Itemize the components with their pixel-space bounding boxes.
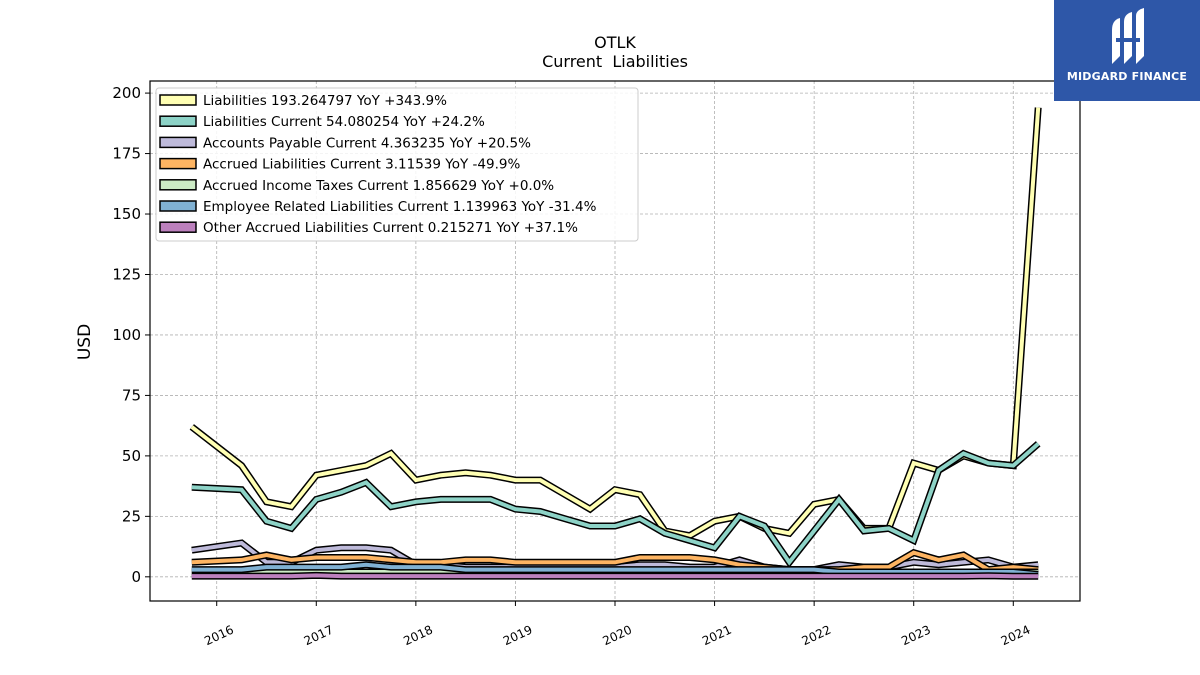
legend-label: Employee Related Liabilities Current 1.1… (203, 199, 597, 215)
series-line (190, 107, 1041, 538)
legend-label: Liabilities Current 54.080254 YoY +24.2% (203, 114, 485, 130)
x-tick-label: 2019 (501, 623, 535, 649)
x-tick-label: 2020 (601, 623, 635, 649)
legend: Liabilities 193.264797 YoY +343.9% Liabil… (155, 87, 639, 242)
brand-logo: MIDGARD FINANCE (1054, 0, 1200, 101)
series-line (191, 442, 1040, 566)
series-line (191, 573, 1039, 579)
y-tick-label: 50 (122, 447, 141, 465)
legend-swatch (159, 115, 197, 127)
legend-swatch (159, 179, 197, 191)
legend-swatch (159, 221, 197, 233)
legend-swatch (159, 200, 197, 212)
x-tick-label: 2022 (800, 623, 834, 649)
y-tick-label: 175 (112, 145, 141, 163)
legend-box (155, 87, 639, 242)
chart-title: OTLK (594, 33, 636, 52)
series-3 (191, 539, 1039, 574)
series-6 (191, 561, 1039, 578)
legend-label: Liabilities 193.264797 YoY +343.9% (203, 93, 447, 109)
legend-swatch (159, 136, 197, 149)
y-tick-label: 150 (112, 205, 141, 223)
x-tick-label: 2018 (401, 623, 435, 649)
series-line (191, 540, 1039, 572)
legend-label: Accrued Liabilities Current 3.11539 YoY … (203, 157, 520, 173)
logo-text: MIDGARD FINANCE (1066, 70, 1188, 83)
legend-swatch (159, 157, 197, 170)
series-layer (189, 107, 1042, 580)
chart-subtitle: Current Liabilities (542, 52, 688, 71)
y-tick-label: 25 (122, 507, 141, 525)
x-tick-label: 2021 (700, 623, 734, 649)
x-tick-label: 2016 (202, 623, 236, 649)
y-axis-label: USD (75, 324, 95, 360)
series-line (191, 562, 1039, 577)
legend-label: Accrued Income Taxes Current 1.856629 Yo… (203, 178, 554, 194)
series-7 (191, 571, 1039, 580)
series-1 (189, 107, 1042, 540)
y-tick-label: 0 (131, 568, 141, 586)
logo-mark-icon (1112, 8, 1144, 64)
x-tick-label: 2024 (999, 623, 1033, 649)
series-line (191, 550, 1039, 572)
legend-swatch (159, 94, 197, 106)
series-4 (191, 548, 1039, 574)
y-tick-label: 125 (112, 265, 141, 283)
y-tick-label: 200 (112, 84, 141, 102)
x-tick-label: 2023 (899, 623, 933, 649)
x-tick-label: 2017 (302, 623, 336, 649)
y-tick-label: 75 (122, 386, 141, 404)
legend-label: Other Accrued Liabilities Current 0.2152… (203, 220, 578, 236)
series-2 (191, 441, 1041, 569)
legend-label: Accounts Payable Current 4.363235 YoY +2… (203, 135, 531, 151)
y-tick-label: 100 (112, 326, 141, 344)
